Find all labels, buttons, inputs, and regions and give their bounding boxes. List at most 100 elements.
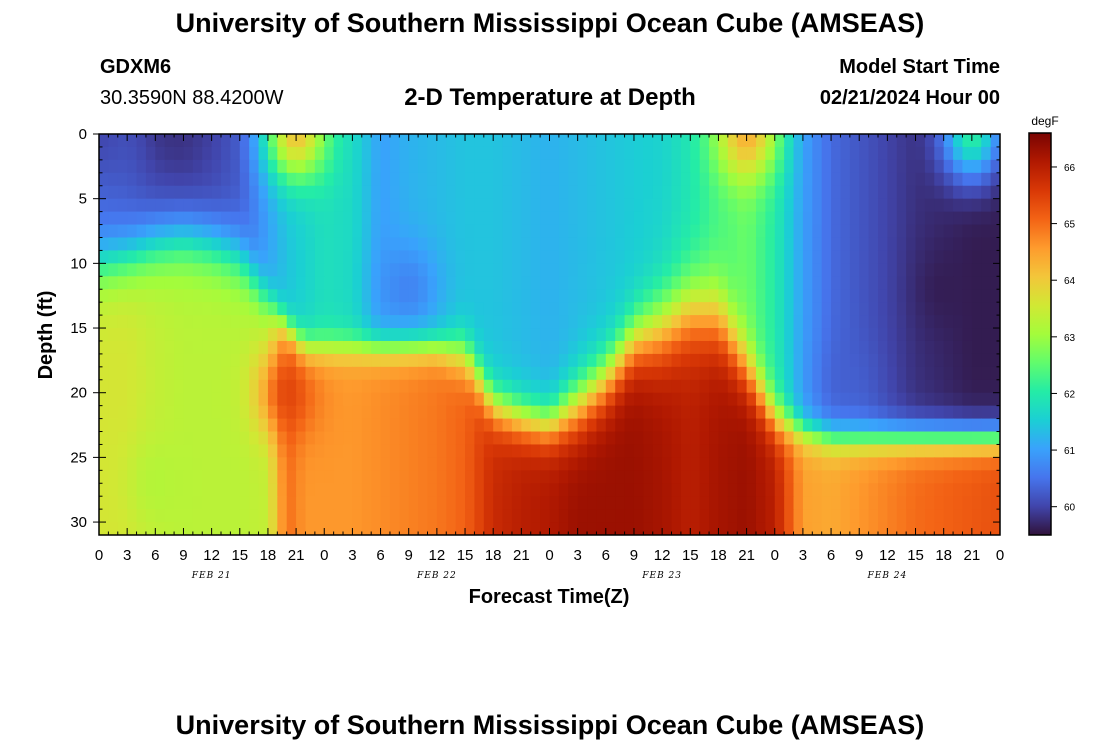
heatmap-cell — [849, 198, 860, 213]
heatmap-cell — [934, 483, 945, 497]
heatmap-cell — [333, 328, 344, 342]
heatmap-cell — [361, 146, 372, 161]
heatmap-cell — [211, 392, 222, 407]
heatmap-cell — [540, 431, 551, 446]
heatmap-cell — [802, 263, 813, 277]
heatmap-cell — [727, 328, 738, 342]
heatmap-cell — [155, 366, 166, 381]
heatmap-cell — [493, 457, 504, 471]
heatmap-cell — [680, 198, 691, 213]
heatmap-cell — [333, 146, 344, 161]
heatmap-cell — [924, 522, 935, 535]
heatmap-cell — [380, 392, 391, 407]
heatmap-cell — [558, 185, 569, 200]
heatmap-cell — [990, 198, 1000, 213]
heatmap-cell — [465, 172, 476, 187]
heatmap-cell — [568, 405, 579, 420]
heatmap-cell — [718, 353, 729, 368]
heatmap-cell — [784, 211, 795, 226]
heatmap-cell — [718, 328, 729, 342]
heatmap-cell — [549, 237, 560, 252]
heatmap-cell — [249, 366, 260, 381]
heatmap-cell — [840, 431, 851, 446]
heatmap-cell — [183, 302, 194, 316]
heatmap-cell — [352, 134, 363, 148]
heatmap-cell — [277, 379, 288, 394]
heatmap-cell — [427, 172, 438, 187]
heatmap-cell — [971, 379, 982, 394]
heatmap-cell — [99, 237, 109, 252]
heatmap-cell — [737, 379, 748, 394]
heatmap-cell — [427, 418, 438, 433]
heatmap-cell — [267, 328, 278, 342]
heatmap-cell — [174, 198, 185, 213]
x-axis: 0 3 6 9 12 15 18 21 0 3 6 9 12 15 18 21 0 3 6 9 12 15 18 21 0 3 6 9… — [95, 134, 1004, 564]
heatmap-cell — [558, 276, 569, 290]
heatmap-cell — [427, 134, 438, 148]
heatmap-cell — [812, 211, 823, 226]
heatmap-cell — [558, 302, 569, 316]
heatmap-cell — [915, 405, 926, 420]
heatmap-cell — [530, 340, 541, 355]
heatmap-cell — [267, 172, 278, 187]
heatmap-cell — [427, 509, 438, 523]
heatmap-cell — [671, 353, 682, 368]
heatmap-cell — [953, 379, 964, 394]
heatmap-cell — [690, 328, 701, 342]
heatmap-cell — [399, 237, 410, 252]
heatmap-cell — [399, 483, 410, 497]
heatmap-cell — [183, 146, 194, 161]
heatmap-cell — [755, 211, 766, 226]
heatmap-cell — [99, 198, 109, 213]
heatmap-cell — [174, 353, 185, 368]
heatmap-cell — [802, 185, 813, 200]
heatmap-cell — [971, 276, 982, 290]
heatmap-cell — [192, 431, 203, 446]
heatmap-cell — [859, 496, 870, 510]
heatmap-cell — [343, 185, 354, 200]
heatmap-cell — [530, 509, 541, 523]
heatmap-cell — [296, 185, 307, 200]
heatmap-cell — [727, 276, 738, 290]
heatmap-cell — [455, 444, 466, 458]
heatmap-cell — [587, 159, 598, 174]
heatmap-cell — [192, 263, 203, 277]
heatmap-cell — [371, 522, 382, 535]
heatmap-cell — [587, 366, 598, 381]
heatmap-cell — [296, 250, 307, 264]
heatmap-cell — [399, 392, 410, 407]
heatmap-cell — [896, 289, 907, 303]
heatmap-cell — [127, 198, 138, 213]
heatmap-cell — [361, 211, 372, 226]
heatmap-cell — [521, 276, 532, 290]
heatmap-cell — [709, 405, 720, 420]
heatmap-cell — [239, 134, 250, 148]
heatmap-cell — [746, 211, 757, 226]
heatmap-cell — [680, 353, 691, 368]
heatmap-cell — [755, 444, 766, 458]
heatmap-cell — [587, 250, 598, 264]
y-axis-label: Depth (ft) — [35, 291, 57, 380]
heatmap-cell — [774, 211, 785, 226]
heatmap-cell — [831, 276, 842, 290]
heatmap-cell — [465, 405, 476, 420]
heatmap-cell — [286, 379, 297, 394]
heatmap-cell — [549, 211, 560, 226]
heatmap-cell — [821, 328, 832, 342]
heatmap-cell — [652, 276, 663, 290]
heatmap-cell — [436, 353, 447, 368]
heatmap-cell — [427, 302, 438, 316]
heatmap-cell — [793, 146, 804, 161]
heatmap-cell — [361, 289, 372, 303]
heatmap-cell — [249, 392, 260, 407]
heatmap-cell — [793, 250, 804, 264]
heatmap-cell — [652, 146, 663, 161]
heatmap-cell — [267, 418, 278, 433]
heatmap-cell — [221, 470, 231, 484]
heatmap-cell — [511, 237, 522, 252]
heatmap-cell — [802, 431, 813, 446]
heatmap-cell — [812, 185, 823, 200]
heatmap-cell — [765, 185, 776, 200]
heatmap-cell — [915, 237, 926, 252]
heatmap-cell — [277, 496, 288, 510]
